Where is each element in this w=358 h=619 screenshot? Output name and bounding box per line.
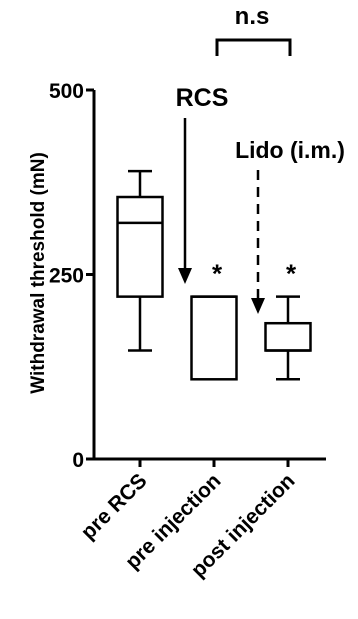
lido-label: Lido (i.m.)	[235, 137, 345, 163]
significance-marker: *	[212, 259, 223, 289]
box-iqr	[190, 295, 238, 381]
significance-marker: *	[286, 259, 297, 289]
box-group: *	[264, 259, 312, 381]
box-group: *	[190, 259, 238, 381]
y-axis-label: Withdrawal threshold (mN)	[28, 152, 49, 394]
rcs-arrow-head	[178, 268, 192, 284]
ns-label: n.s	[235, 3, 270, 30]
ns-bracket	[215, 38, 292, 56]
boxes: * *	[116, 169, 312, 381]
rcs-label: RCS	[176, 84, 229, 112]
box-iqr	[116, 195, 164, 298]
y-tick-label: 0	[72, 449, 84, 472]
y-ticks: 0 250 500	[49, 80, 94, 472]
y-tick-label: 250	[49, 265, 84, 288]
lido-arrow-head	[251, 298, 265, 314]
box-group	[116, 169, 164, 352]
y-tick-label: 500	[49, 80, 84, 103]
x-tick-label: pre RCS	[77, 469, 152, 544]
box-iqr	[264, 321, 312, 352]
